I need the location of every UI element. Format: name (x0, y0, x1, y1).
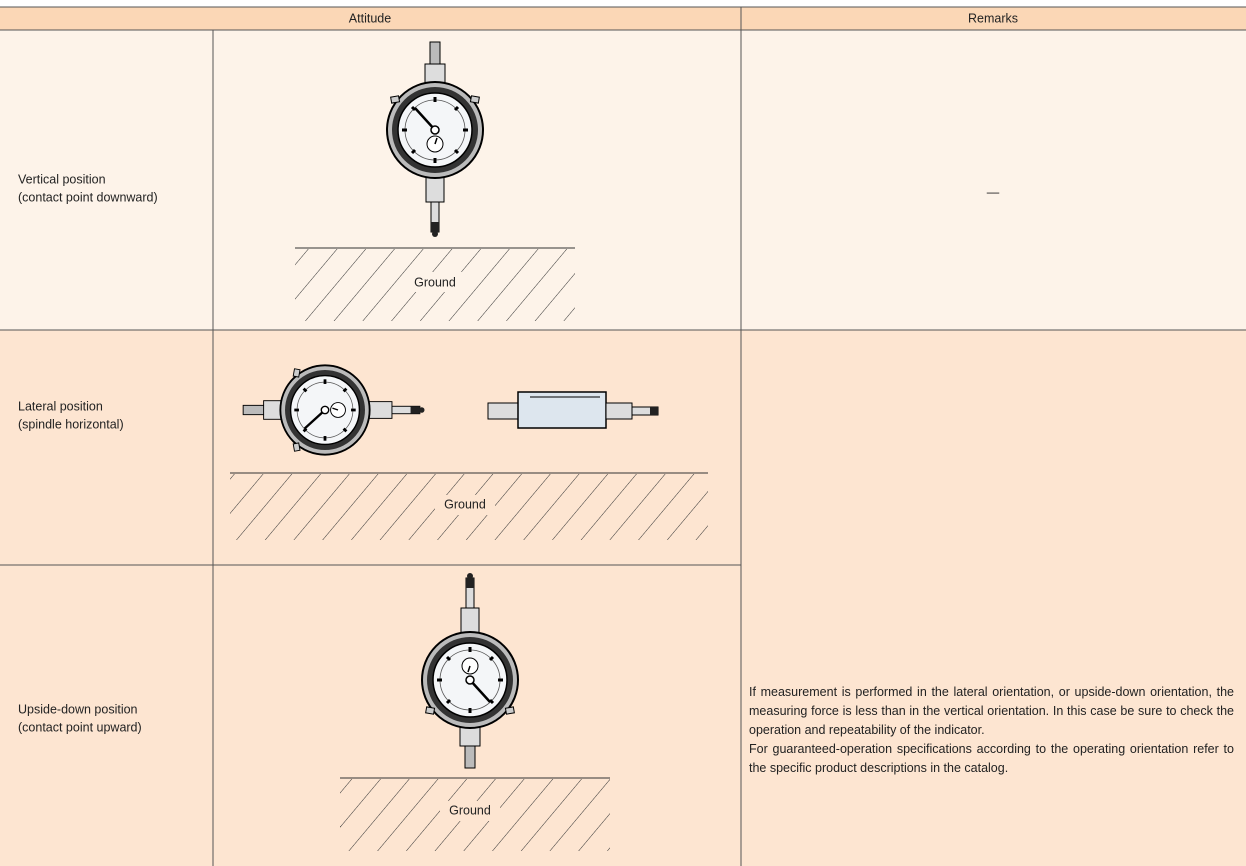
attitude-label: (spindle horizontal) (18, 417, 124, 431)
ground-label: Ground (414, 275, 456, 289)
header-cell: Attitude (349, 11, 391, 25)
remarks-paragraph: If measurement is performed in the later… (749, 685, 1234, 737)
ground-label: Ground (449, 803, 491, 817)
ground-label: Ground (444, 497, 486, 511)
attitude-label: Lateral position (18, 399, 103, 413)
attitude-label: (contact point upward) (18, 720, 142, 734)
header-cell: Remarks (968, 11, 1018, 25)
remarks-paragraph: For guaranteed-operation specifications … (749, 742, 1234, 775)
attitude-label: Vertical position (18, 172, 106, 186)
shared-remarks: If measurement is performed in the later… (749, 683, 1234, 778)
indicator-side-view (487, 391, 659, 429)
remarks-cell: — (987, 185, 1000, 199)
attitude-label: (contact point downward) (18, 190, 158, 204)
attitude-label: Upside-down position (18, 702, 138, 716)
